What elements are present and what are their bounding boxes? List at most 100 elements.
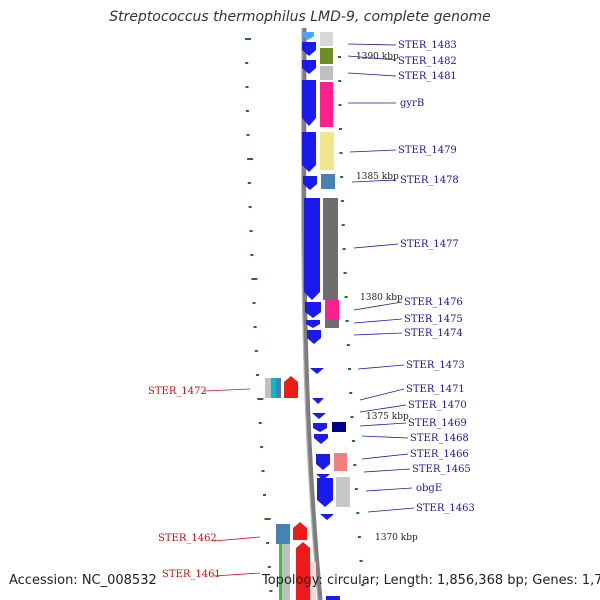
gene-arrow[interactable] (316, 474, 330, 480)
tick-mark (247, 158, 254, 160)
cog-bar (325, 300, 339, 320)
tick-mark (247, 182, 251, 184)
cog-bar (320, 32, 333, 46)
gene-label[interactable]: STER_1465 (412, 464, 471, 475)
tick-mark (257, 398, 264, 400)
tick-mark (258, 422, 262, 424)
tick-mark (354, 488, 358, 490)
gene-arrow[interactable] (307, 330, 321, 344)
gene-label[interactable]: STER_1472 (148, 386, 207, 397)
gene-arrow[interactable] (296, 542, 310, 600)
gene-arrow[interactable] (305, 302, 321, 318)
gene-arrow[interactable] (302, 32, 314, 40)
gene-label[interactable]: STER_1466 (410, 449, 469, 460)
gene-arrow[interactable] (302, 42, 316, 56)
gene-arrow[interactable] (302, 80, 316, 126)
tick-mark (263, 494, 266, 496)
gene-label[interactable]: STER_1475 (404, 314, 463, 325)
gene-label[interactable]: STER_1482 (398, 56, 457, 67)
gene-label[interactable]: STER_1483 (398, 40, 457, 51)
gene-label[interactable]: STER_1478 (400, 175, 459, 186)
gene-label[interactable]: STER_1473 (406, 360, 465, 371)
cog-bar (334, 453, 347, 471)
gene-arrow[interactable] (312, 398, 324, 404)
scale-label: 1385 kbp (356, 172, 399, 182)
tick-mark (356, 512, 360, 514)
gene-label[interactable]: STER_1474 (404, 328, 463, 339)
cog-bar (321, 174, 335, 189)
tick-mark (357, 536, 361, 538)
gene-label[interactable]: STER_1461 (162, 569, 221, 580)
tick-mark (251, 278, 258, 280)
gene-arrow[interactable] (317, 478, 333, 507)
tick-mark (246, 134, 250, 136)
gene-arrow[interactable] (314, 434, 328, 444)
tick-mark (338, 104, 342, 106)
scale-labels: 1390 kbp 1385 kbp 1380 kbp 1375 kbp 1370… (356, 52, 418, 543)
cog-bar (332, 422, 346, 432)
tick-mark (340, 200, 344, 202)
gene-arrow[interactable] (302, 132, 316, 172)
gene-arrow[interactable] (284, 376, 298, 398)
tick-mark (245, 62, 249, 64)
gene-label[interactable]: STER_1476 (404, 297, 463, 308)
cog-bar (271, 378, 276, 398)
cog-bar (320, 82, 333, 127)
gene-arrow[interactable] (326, 596, 340, 600)
tick-mark (343, 272, 347, 274)
gene-label[interactable]: STER_1477 (400, 239, 459, 250)
gene-label[interactable]: STER_1469 (408, 418, 467, 429)
tick-mark (338, 80, 342, 82)
gene-arrow[interactable] (303, 176, 317, 190)
cog-bar (336, 477, 350, 507)
tick-mark (348, 368, 351, 370)
tick-mark (353, 464, 357, 466)
gene-arrow[interactable] (302, 60, 316, 74)
gene-arrow[interactable] (320, 514, 334, 520)
scale-label: 1390 kbp (356, 52, 399, 62)
gene-arrow[interactable] (293, 522, 307, 540)
cog-bar (279, 544, 282, 600)
gene-arrow[interactable] (306, 320, 320, 328)
gene-arrow[interactable] (316, 454, 330, 470)
gene-label[interactable]: STER_1481 (398, 71, 457, 82)
gene-label[interactable]: obgE (416, 483, 442, 494)
cog-bar (320, 48, 333, 64)
tick-mark (339, 128, 342, 130)
tick-mark (245, 38, 251, 40)
tick-mark (252, 302, 256, 304)
tick-mark (261, 470, 265, 472)
tick-mark (340, 176, 344, 178)
label-leaders (203, 43, 415, 577)
gene-label[interactable]: STER_1468 (410, 433, 469, 444)
gene-label[interactable]: STER_1479 (398, 145, 457, 156)
scale-label: 1380 kbp (360, 293, 403, 303)
tick-mark (245, 86, 249, 88)
gene-label[interactable]: STER_1471 (406, 384, 465, 395)
gene-label[interactable]: STER_1470 (408, 400, 467, 411)
cog-bar (282, 544, 290, 600)
gene-arrow[interactable] (310, 368, 324, 374)
gene-label[interactable]: STER_1463 (416, 503, 475, 514)
gene-labels: STER_1483 STER_1482 STER_1481 gyrB STER_… (148, 40, 475, 580)
gene-arrow[interactable] (312, 413, 326, 419)
gene-label[interactable]: STER_1462 (158, 533, 217, 544)
tick-mark (342, 248, 346, 250)
genome-backbone-highlight (301, 27, 319, 600)
gene-arrow[interactable] (313, 423, 327, 432)
scale-label: 1375 kbp (366, 412, 409, 422)
tick-marks (245, 38, 365, 592)
tick-mark (264, 518, 271, 520)
genome-summary: Topology: circular; Length: 1,856,368 bp… (262, 573, 600, 588)
tick-mark (249, 230, 253, 232)
cog-bar (323, 198, 338, 300)
tick-mark (260, 446, 264, 448)
gene-label[interactable]: gyrB (400, 98, 424, 109)
tick-mark (339, 152, 343, 154)
tick-mark (345, 320, 349, 322)
tick-mark (361, 584, 365, 586)
tick-mark (351, 440, 355, 442)
tick-mark (346, 344, 350, 346)
cog-bar (276, 378, 281, 398)
gene-arrow[interactable] (304, 198, 320, 300)
